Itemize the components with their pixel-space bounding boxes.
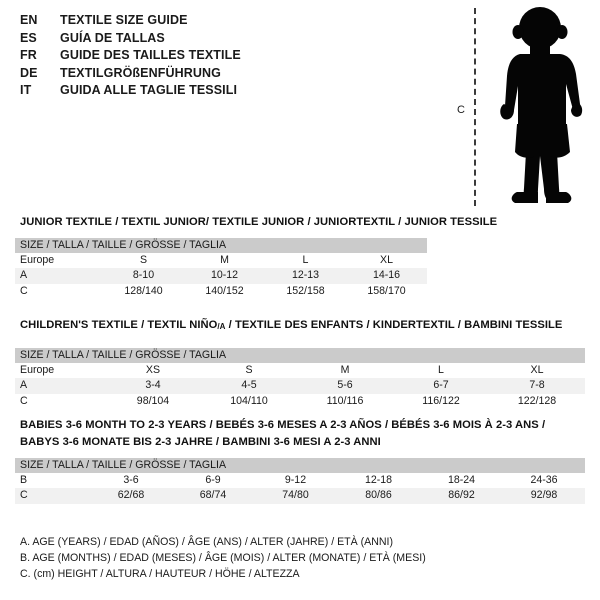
language-row-es: ES GUÍA DE TALLAS bbox=[20, 31, 420, 49]
row-label: Europe bbox=[15, 362, 105, 378]
row-label: C bbox=[15, 283, 103, 299]
legend-row-c: C. (cm) HEIGHT / ALTURA / HAUTEUR / HÖHE… bbox=[20, 568, 300, 580]
toddler-silhouette-icon bbox=[500, 7, 583, 203]
row-label: C bbox=[15, 488, 90, 504]
cell: XS bbox=[105, 362, 201, 378]
row-label: B bbox=[15, 472, 90, 488]
cell: L bbox=[265, 252, 346, 268]
cell: S bbox=[201, 362, 297, 378]
cell: 8-10 bbox=[103, 268, 184, 284]
cell: L bbox=[393, 362, 489, 378]
row-label: A bbox=[15, 268, 103, 284]
junior-section-title: JUNIOR TEXTILE / TEXTIL JUNIOR/ TEXTILE … bbox=[20, 216, 498, 228]
cell: 80/86 bbox=[337, 488, 420, 504]
babies-table-header-label: SIZE / TALLA / TAILLE / GRÖSSE / TAGLIA bbox=[15, 458, 586, 473]
children-size-table: SIZE / TALLA / TAILLE / GRÖSSE / TAGLIA … bbox=[15, 348, 586, 409]
cell: 6-7 bbox=[393, 378, 489, 394]
babies-section-title-line1: BABIES 3-6 MONTH TO 2-3 YEARS / BEBÉS 3-… bbox=[20, 419, 546, 431]
cell: 62/68 bbox=[90, 488, 172, 504]
cell: 10-12 bbox=[184, 268, 265, 284]
cell: 104/110 bbox=[201, 393, 297, 409]
babies-section-title-line2: BABYS 3-6 MONATE BIS 2-3 JAHRE / BAMBINI… bbox=[20, 436, 381, 448]
legend-row-b: B. AGE (MONTHS) / EDAD (MESES) / ÂGE (MO… bbox=[20, 552, 426, 564]
language-title: GUIDE DES TAILLES TEXTILE bbox=[60, 48, 241, 62]
cell: 9-12 bbox=[254, 472, 337, 488]
junior-table-header-label: SIZE / TALLA / TAILLE / GRÖSSE / TAGLIA bbox=[15, 238, 428, 253]
cell: 3-6 bbox=[90, 472, 172, 488]
height-measure-label: C bbox=[457, 104, 465, 116]
language-code: IT bbox=[20, 83, 32, 97]
language-row-en: EN TEXTILE SIZE GUIDE bbox=[20, 13, 420, 31]
table-row: C 128/140 140/152 152/158 158/170 bbox=[15, 283, 428, 299]
language-code: FR bbox=[20, 48, 37, 62]
language-code: ES bbox=[20, 30, 37, 45]
legend-block: A. AGE (YEARS) / EDAD (AÑOS) / ÂGE (ANS)… bbox=[20, 534, 440, 582]
cell: 18-24 bbox=[420, 472, 503, 488]
cell: 92/98 bbox=[503, 488, 586, 504]
cell: M bbox=[184, 252, 265, 268]
children-section-title: CHILDREN'S TEXTILE / TEXTIL NIÑO/A / TEX… bbox=[20, 319, 562, 331]
table-row: Europe XS S M L XL bbox=[15, 362, 586, 378]
children-table-header-row: SIZE / TALLA / TAILLE / GRÖSSE / TAGLIA bbox=[15, 348, 586, 363]
language-row-fr: FR GUIDE DES TAILLES TEXTILE bbox=[20, 48, 420, 66]
language-title: TEXTILGRÖßENFÜHRUNG bbox=[60, 65, 221, 80]
language-title: TEXTILE SIZE GUIDE bbox=[60, 13, 188, 27]
table-row: C 98/104 104/110 110/116 116/122 122/128 bbox=[15, 393, 586, 409]
cell: 140/152 bbox=[184, 283, 265, 299]
language-code: DE bbox=[20, 65, 38, 80]
babies-table-header-row: SIZE / TALLA / TAILLE / GRÖSSE / TAGLIA bbox=[15, 458, 586, 473]
junior-table-header-row: SIZE / TALLA / TAILLE / GRÖSSE / TAGLIA bbox=[15, 238, 428, 253]
row-label: Europe bbox=[15, 252, 103, 268]
children-title-subscript: /A bbox=[217, 322, 226, 331]
row-label: A bbox=[15, 378, 105, 394]
cell: 5-6 bbox=[297, 378, 393, 394]
table-row: A 3-4 4-5 5-6 6-7 7-8 bbox=[15, 378, 586, 394]
cell: 6-9 bbox=[172, 472, 254, 488]
cell: 86/92 bbox=[420, 488, 503, 504]
table-row: Europe S M L XL bbox=[15, 252, 428, 268]
cell: 128/140 bbox=[103, 283, 184, 299]
cell: 7-8 bbox=[489, 378, 586, 394]
cell: 68/74 bbox=[172, 488, 254, 504]
cell: 116/122 bbox=[393, 393, 489, 409]
cell: 152/158 bbox=[265, 283, 346, 299]
cell: 74/80 bbox=[254, 488, 337, 504]
cell: XL bbox=[489, 362, 586, 378]
children-title-part2: / TEXTILE DES ENFANTS / KINDERTEXTIL / B… bbox=[225, 319, 563, 331]
children-table-header-label: SIZE / TALLA / TAILLE / GRÖSSE / TAGLIA bbox=[15, 348, 586, 363]
table-row: A 8-10 10-12 12-13 14-16 bbox=[15, 268, 428, 284]
cell: 110/116 bbox=[297, 393, 393, 409]
language-header-list: EN TEXTILE SIZE GUIDE ES GUÍA DE TALLAS … bbox=[20, 13, 420, 101]
cell: XL bbox=[346, 252, 428, 268]
legend-row-a: A. AGE (YEARS) / EDAD (AÑOS) / ÂGE (ANS)… bbox=[20, 536, 393, 548]
cell: 14-16 bbox=[346, 268, 428, 284]
cell: S bbox=[103, 252, 184, 268]
cell: 4-5 bbox=[201, 378, 297, 394]
table-row: B 3-6 6-9 9-12 12-18 18-24 24-36 bbox=[15, 472, 586, 488]
language-title: GUIDA ALLE TAGLIE TESSILI bbox=[60, 83, 238, 97]
cell: 12-18 bbox=[337, 472, 420, 488]
cell: 24-36 bbox=[503, 472, 586, 488]
table-row: C 62/68 68/74 74/80 80/86 86/92 92/98 bbox=[15, 488, 586, 504]
measurement-figure: C bbox=[440, 0, 600, 215]
cell: 3-4 bbox=[105, 378, 201, 394]
children-title-part1: CHILDREN'S TEXTILE / TEXTIL NIÑO bbox=[20, 319, 218, 331]
cell: 12-13 bbox=[265, 268, 346, 284]
cell: 98/104 bbox=[105, 393, 201, 409]
row-label: C bbox=[15, 393, 105, 409]
cell: 122/128 bbox=[489, 393, 586, 409]
cell: M bbox=[297, 362, 393, 378]
language-title: GUÍA DE TALLAS bbox=[60, 30, 165, 45]
height-dashed-guide-line bbox=[474, 8, 476, 206]
babies-size-table: SIZE / TALLA / TAILLE / GRÖSSE / TAGLIA … bbox=[15, 458, 586, 504]
language-row-it: IT GUIDA ALLE TAGLIE TESSILI bbox=[20, 83, 420, 101]
junior-size-table: SIZE / TALLA / TAILLE / GRÖSSE / TAGLIA … bbox=[15, 238, 428, 299]
language-code: EN bbox=[20, 13, 38, 27]
language-row-de: DE TEXTILGRÖßENFÜHRUNG bbox=[20, 66, 420, 84]
cell: 158/170 bbox=[346, 283, 428, 299]
